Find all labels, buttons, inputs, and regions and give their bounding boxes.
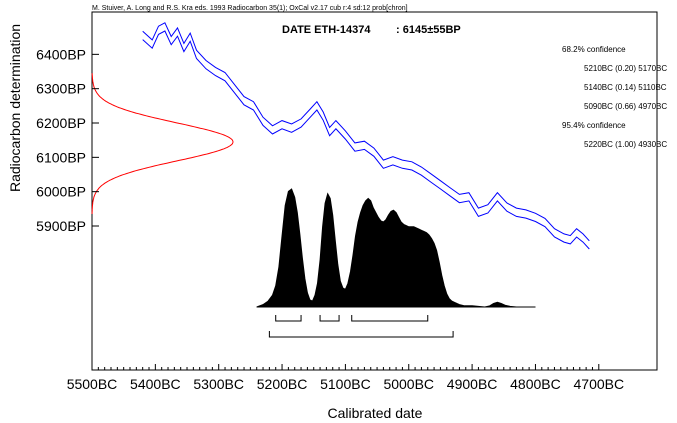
probability-density-area — [256, 188, 536, 308]
confidence-text-line: 5090BC (0.66) 4970BC — [584, 102, 667, 111]
confidence-text-block: 68.2% confidence 5210BC (0.20) 5170BC 5140… — [562, 45, 667, 149]
confidence-text-line: 5140BC (0.14) 5110BC — [584, 83, 667, 92]
y-tick-label: 6300BP — [36, 81, 86, 97]
calibration-curve-upper — [142, 22, 590, 242]
x-tick-label: 5200BC — [257, 376, 308, 392]
y-axis-label: Radiocarbon determination — [7, 24, 23, 192]
confidence-text-line: 5220BC (1.00) 4930BC — [584, 140, 667, 149]
calibration-curve-lower — [142, 30, 590, 250]
probability-density-group — [256, 188, 536, 308]
confidence-text-line: 95.4% confidence — [562, 121, 626, 130]
sample-value-label: : 6145±55BP — [396, 24, 461, 36]
range-bracket-95 — [268, 331, 454, 338]
confidence-range-brackets — [268, 315, 454, 338]
range-bracket-68 — [275, 315, 302, 322]
y-tick-label: 6100BP — [36, 149, 86, 165]
calibration-curve-group — [142, 22, 590, 250]
sample-label: DATE ETH-14374 — [282, 24, 371, 36]
x-axis-label: Calibrated date — [328, 405, 423, 421]
radiocarbon-distribution-group — [91, 73, 234, 214]
plot-frame — [91, 11, 658, 371]
x-tick-label: 5400BC — [130, 376, 181, 392]
y-tick-label: 6000BP — [36, 184, 86, 200]
y-tick-label: 6400BP — [36, 46, 86, 62]
radiocarbon-gaussian — [91, 73, 234, 214]
confidence-text-line: 5210BC (0.20) 5170BC — [584, 64, 667, 73]
x-tick-label: 5000BC — [383, 376, 434, 392]
y-tick-label: 5900BP — [36, 218, 86, 234]
x-tick-label: 4900BC — [447, 376, 498, 392]
range-bracket-68 — [351, 315, 429, 322]
x-tick-label: 4700BC — [574, 376, 625, 392]
y-axis: 5900BP 6000BP 6100BP 6200BP 6300BP 6400BP — [36, 46, 99, 234]
x-tick-label: 4800BC — [510, 376, 561, 392]
x-tick-label: 5500BC — [67, 376, 118, 392]
x-tick-label: 5100BC — [320, 376, 371, 392]
x-axis: 5500BC 5400BC 5300BC 5200BC 5100BC 5000BC 4900… — [67, 364, 624, 392]
header-citation: M. Stuiver, A. Long and R.S. Kra eds. 19… — [92, 5, 408, 12]
range-bracket-68 — [319, 315, 340, 322]
x-tick-label: 5300BC — [193, 376, 244, 392]
confidence-text-line: 68.2% confidence — [562, 45, 626, 54]
y-tick-label: 6200BP — [36, 115, 86, 131]
